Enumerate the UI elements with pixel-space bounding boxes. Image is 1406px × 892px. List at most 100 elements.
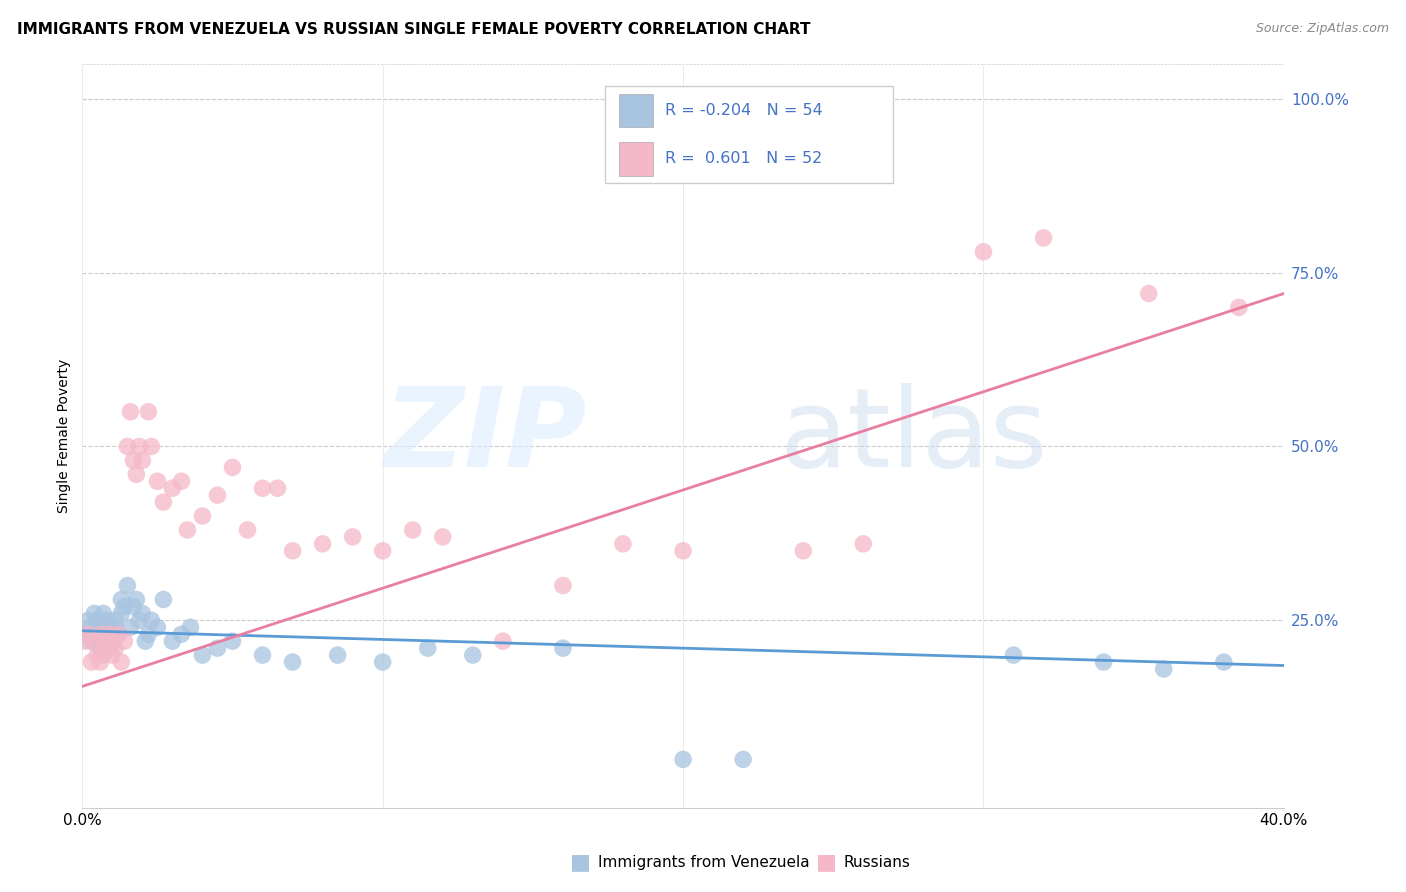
- Point: [83, 634, 105, 648]
- Point: [152, 495, 174, 509]
- Point: [612, 537, 634, 551]
- Point: [402, 523, 425, 537]
- Point: [551, 578, 574, 592]
- Point: [110, 655, 132, 669]
- Point: [83, 627, 105, 641]
- Point: [461, 648, 484, 662]
- Point: [86, 648, 108, 662]
- Point: [80, 620, 103, 634]
- Point: [89, 641, 111, 656]
- Point: [252, 481, 274, 495]
- Point: [77, 627, 100, 641]
- Point: [104, 641, 127, 656]
- Point: [492, 634, 515, 648]
- Y-axis label: Single Female Poverty: Single Female Poverty: [58, 359, 72, 513]
- Point: [281, 655, 304, 669]
- Point: [117, 578, 139, 592]
- Point: [672, 543, 695, 558]
- Point: [101, 634, 124, 648]
- Point: [252, 648, 274, 662]
- Point: [162, 634, 184, 648]
- Point: [146, 620, 169, 634]
- Point: [75, 627, 97, 641]
- Point: [96, 634, 118, 648]
- Text: ZIP: ZIP: [384, 383, 586, 490]
- Point: [1227, 301, 1250, 315]
- Point: [120, 620, 142, 634]
- Point: [107, 627, 129, 641]
- Point: [125, 467, 148, 482]
- Point: [432, 530, 454, 544]
- Text: R = -0.204   N = 54: R = -0.204 N = 54: [665, 103, 823, 118]
- Point: [1137, 286, 1160, 301]
- Point: [91, 648, 114, 662]
- Point: [98, 627, 121, 641]
- Point: [191, 509, 214, 524]
- Point: [311, 537, 333, 551]
- Point: [98, 641, 121, 656]
- Point: [191, 648, 214, 662]
- Point: [1032, 231, 1054, 245]
- Point: [221, 460, 243, 475]
- Point: [91, 607, 114, 621]
- Point: [170, 627, 193, 641]
- Point: [104, 620, 127, 634]
- Point: [96, 613, 118, 627]
- Point: [101, 648, 124, 662]
- Point: [131, 607, 153, 621]
- Point: [104, 613, 127, 627]
- Point: [141, 613, 163, 627]
- Point: [221, 634, 243, 648]
- Point: [152, 592, 174, 607]
- Point: [128, 440, 150, 454]
- Point: [134, 634, 156, 648]
- Point: [416, 641, 439, 656]
- Point: [112, 599, 135, 614]
- Point: [170, 475, 193, 489]
- Point: [266, 481, 288, 495]
- Bar: [620, 142, 652, 176]
- Point: [98, 620, 121, 634]
- Bar: [620, 94, 652, 128]
- Point: [1212, 655, 1234, 669]
- Point: [96, 634, 118, 648]
- Point: [146, 475, 169, 489]
- Point: [852, 537, 875, 551]
- Point: [83, 607, 105, 621]
- Point: [131, 453, 153, 467]
- Point: [1092, 655, 1115, 669]
- Point: [128, 613, 150, 627]
- Point: [371, 655, 394, 669]
- Point: [125, 592, 148, 607]
- Point: [672, 752, 695, 766]
- Text: Source: ZipAtlas.com: Source: ZipAtlas.com: [1256, 22, 1389, 36]
- Point: [91, 627, 114, 641]
- Point: [89, 627, 111, 641]
- Point: [1153, 662, 1175, 676]
- Point: [1002, 648, 1025, 662]
- Text: IMMIGRANTS FROM VENEZUELA VS RUSSIAN SINGLE FEMALE POVERTY CORRELATION CHART: IMMIGRANTS FROM VENEZUELA VS RUSSIAN SIN…: [17, 22, 810, 37]
- Point: [176, 523, 198, 537]
- Point: [101, 634, 124, 648]
- Point: [281, 543, 304, 558]
- Point: [110, 607, 132, 621]
- Point: [733, 752, 755, 766]
- Point: [86, 613, 108, 627]
- FancyBboxPatch shape: [605, 87, 893, 183]
- Point: [236, 523, 259, 537]
- Point: [138, 627, 160, 641]
- Text: R =  0.601   N = 52: R = 0.601 N = 52: [665, 152, 823, 167]
- Point: [551, 641, 574, 656]
- Point: [972, 244, 994, 259]
- Point: [86, 634, 108, 648]
- Text: ■: ■: [569, 853, 591, 872]
- Point: [179, 620, 201, 634]
- Point: [101, 627, 124, 641]
- Point: [77, 613, 100, 627]
- Point: [138, 405, 160, 419]
- Point: [91, 641, 114, 656]
- Point: [120, 405, 142, 419]
- Point: [371, 543, 394, 558]
- Point: [207, 488, 229, 502]
- Point: [89, 620, 111, 634]
